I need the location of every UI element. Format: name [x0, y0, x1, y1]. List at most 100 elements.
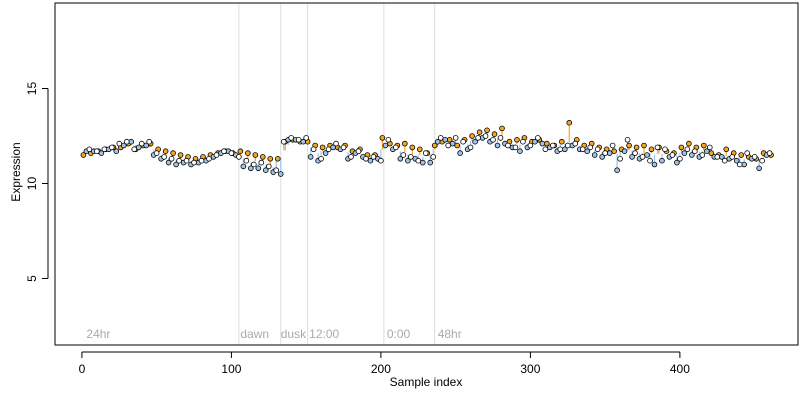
- data-point: [442, 137, 448, 143]
- data-point: [245, 150, 251, 156]
- x-tick-label: 100: [221, 362, 241, 376]
- y-tick-label: 15: [25, 82, 39, 96]
- data-point: [431, 142, 438, 149]
- data-point: [659, 157, 665, 164]
- data-point: [617, 156, 623, 162]
- data-point: [550, 142, 556, 149]
- data-point: [539, 140, 546, 147]
- data-point: [677, 156, 683, 162]
- data-point: [626, 142, 632, 149]
- phase-label: dawn: [240, 327, 269, 341]
- data-point: [721, 157, 728, 164]
- data-point: [409, 144, 416, 151]
- data-point: [397, 156, 404, 162]
- data-point: [162, 148, 169, 155]
- data-point: [370, 154, 377, 160]
- series-points-2: [86, 133, 773, 174]
- data-point: [310, 146, 317, 153]
- data-point: [319, 144, 326, 151]
- data-point: [340, 144, 347, 151]
- phase-label: 24hr: [86, 327, 110, 341]
- y-axis-title: Expression: [9, 142, 23, 201]
- data-point: [138, 140, 145, 147]
- data-point: [744, 150, 750, 156]
- data-point: [348, 154, 354, 160]
- data-point: [237, 148, 244, 155]
- data-point: [153, 150, 160, 156]
- y-tick-label: 10: [25, 177, 39, 191]
- data-point: [228, 150, 235, 156]
- data-point: [512, 144, 519, 151]
- data-point: [177, 152, 184, 158]
- data-point: [692, 148, 698, 155]
- data-point: [736, 161, 743, 168]
- data-point: [467, 144, 474, 151]
- phase-label: 0:00: [387, 327, 411, 341]
- data-point: [318, 156, 324, 162]
- data-point: [277, 171, 284, 177]
- data-point: [723, 146, 730, 153]
- data-point: [236, 154, 242, 160]
- plot-frame: [54, 2, 799, 346]
- data-point: [472, 138, 478, 145]
- data-point: [198, 157, 205, 164]
- data-point: [452, 135, 459, 141]
- data-point: [419, 159, 426, 166]
- data-point: [639, 154, 646, 160]
- data-point: [756, 165, 762, 172]
- data-point: [699, 152, 706, 158]
- data-point: [706, 144, 713, 151]
- data-point: [248, 165, 254, 172]
- data-point: [240, 163, 247, 170]
- data-point: [449, 140, 456, 147]
- data-point: [262, 167, 269, 174]
- data-point: [385, 137, 392, 143]
- data-point: [482, 133, 489, 139]
- data-point: [402, 140, 408, 147]
- data-point: [475, 135, 481, 141]
- data-point: [165, 159, 172, 166]
- data-point: [170, 150, 176, 156]
- data-point: [434, 138, 441, 145]
- data-point: [378, 157, 384, 164]
- data-point: [260, 154, 266, 160]
- data-point: [599, 154, 605, 160]
- phase-label: 48hr: [438, 327, 462, 341]
- data-point: [621, 148, 628, 155]
- data-point: [445, 142, 451, 149]
- data-point: [632, 150, 638, 156]
- data-point: [213, 152, 220, 158]
- data-point: [662, 146, 668, 153]
- data-point: [128, 138, 135, 145]
- data-point: [681, 150, 688, 156]
- data-point: [258, 159, 265, 166]
- data-point: [490, 137, 496, 143]
- data-point: [393, 144, 399, 151]
- data-point: [514, 137, 520, 143]
- data-point: [579, 146, 586, 153]
- data-point: [647, 157, 653, 164]
- data-point: [633, 144, 640, 151]
- y-axis: 5 10 15: [25, 82, 49, 282]
- data-point: [131, 146, 138, 153]
- data-point: [221, 148, 227, 155]
- data-point: [101, 146, 108, 153]
- phase-labels: 24hr dawn dusk 12:00 0:00 48hr: [86, 327, 461, 341]
- data-point: [469, 133, 475, 139]
- data-point: [143, 142, 149, 149]
- data-point: [161, 154, 167, 160]
- data-point: [591, 152, 598, 158]
- data-point: [542, 146, 549, 153]
- data-point: [678, 144, 685, 151]
- data-point: [532, 138, 538, 145]
- data-point: [416, 146, 423, 153]
- data-point: [517, 148, 523, 155]
- data-point: [520, 138, 526, 145]
- data-point: [303, 135, 309, 141]
- x-tick-label: 0: [79, 362, 86, 376]
- data-point: [751, 154, 758, 160]
- data-point: [611, 148, 617, 155]
- data-point: [669, 152, 676, 158]
